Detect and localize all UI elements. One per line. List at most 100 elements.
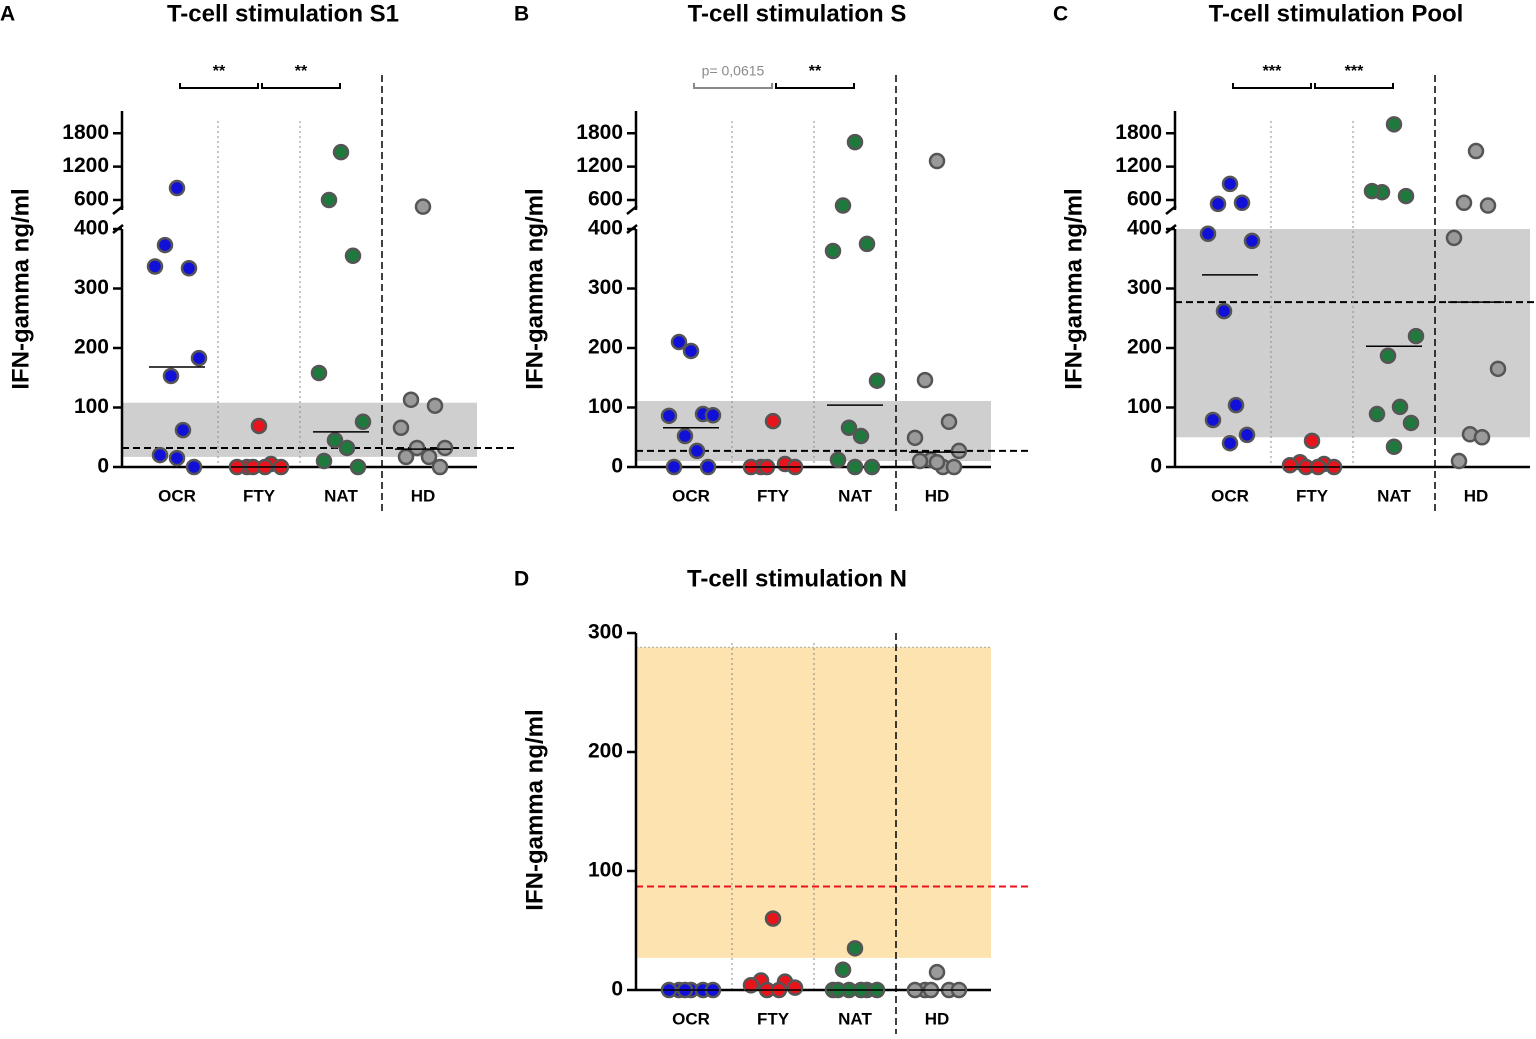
x-tick-label: FTY [757, 1009, 790, 1028]
data-point [344, 247, 362, 265]
y-tick-label: 200 [1127, 336, 1162, 359]
significance-label: *** [1345, 63, 1364, 80]
data-point [310, 364, 328, 382]
y-tick-label: 0 [97, 455, 109, 478]
data-point [846, 458, 864, 476]
y-tick-label: 600 [1127, 188, 1162, 211]
data-point [688, 442, 706, 460]
significance-label: ** [809, 63, 822, 80]
data-point [858, 235, 876, 253]
y-tick-label: 400 [74, 217, 109, 240]
data-point [414, 198, 432, 215]
y-tick-label: 400 [1127, 217, 1162, 240]
data-point [1233, 194, 1251, 212]
data-point [1385, 438, 1403, 456]
chart-title: T-cell stimulation S [688, 0, 907, 27]
significance-label: ** [295, 63, 308, 80]
axis-break [626, 205, 638, 234]
axis-break [1165, 205, 1177, 234]
data-point [354, 413, 372, 431]
chart-title: T-cell stimulation S1 [167, 0, 399, 27]
data-point [1450, 452, 1468, 470]
x-tick-label: OCR [1211, 486, 1249, 505]
significance-bracket [261, 83, 341, 89]
data-point [911, 452, 929, 470]
data-point [1445, 229, 1463, 247]
x-tick-label: FTY [1296, 486, 1329, 505]
significance-label: p= 0,0615 [702, 63, 765, 79]
data-point [863, 458, 881, 476]
data-point [916, 371, 934, 389]
axis-break [112, 205, 124, 234]
data-point [1473, 429, 1491, 446]
data-point [349, 458, 367, 476]
x-tick-label: NAT [838, 1009, 872, 1028]
y-tick-label: 0 [611, 455, 623, 478]
data-point [1221, 434, 1239, 452]
data-point [1243, 232, 1261, 250]
data-point [1227, 396, 1245, 414]
data-point [834, 961, 852, 979]
y-tick-label: 100 [588, 395, 623, 418]
data-point [338, 439, 356, 457]
data-point [1215, 302, 1233, 320]
y-tick-label: 0 [1150, 455, 1162, 478]
data-point [1467, 142, 1485, 160]
data-point [332, 143, 350, 161]
panel-letter: D [514, 568, 529, 591]
data-point [426, 397, 444, 414]
data-point [928, 453, 946, 471]
y-tick-label: 200 [588, 336, 623, 359]
y-tick-label: 300 [588, 276, 623, 299]
data-point [168, 179, 186, 197]
data-point [397, 448, 415, 466]
data-point [824, 242, 842, 260]
x-tick-label: OCR [672, 1009, 710, 1028]
data-point [1479, 197, 1497, 214]
data-point [146, 258, 164, 275]
y-tick-label: 300 [74, 276, 109, 299]
y-tick-label: 1800 [576, 121, 623, 144]
data-point [180, 260, 198, 277]
y-tick-label: 200 [74, 336, 109, 359]
data-point [1489, 360, 1507, 378]
x-tick-label: OCR [158, 486, 196, 505]
significance-bracket [775, 83, 855, 89]
x-tick-label: NAT [838, 486, 872, 505]
data-point [402, 391, 420, 409]
data-point [742, 976, 760, 994]
significance-label: *** [1263, 63, 1282, 80]
y-tick-label: 200 [588, 740, 623, 763]
data-point [840, 419, 858, 436]
y-tick-label: 300 [588, 621, 623, 644]
y-tick-label: 100 [588, 859, 623, 882]
data-point [764, 412, 782, 430]
chart-title: T-cell stimulation Pool [1209, 0, 1464, 27]
data-point [834, 197, 852, 214]
y-tick-label: 1800 [62, 121, 109, 144]
data-point [1281, 456, 1299, 474]
significance-bracket [179, 83, 259, 89]
x-tick-label: FTY [243, 486, 276, 505]
data-point [190, 349, 208, 367]
data-point [408, 439, 426, 457]
y-tick-label: 1200 [1115, 154, 1162, 177]
data-point [162, 367, 180, 385]
data-point [868, 372, 886, 389]
data-point [326, 431, 344, 449]
data-point [156, 236, 174, 254]
data-point [1455, 194, 1473, 212]
data-point [1363, 182, 1381, 200]
data-point [320, 191, 338, 209]
panel-letter: A [0, 3, 15, 26]
data-point [1209, 195, 1227, 213]
data-point [846, 940, 864, 957]
data-point [940, 413, 958, 431]
y-tick-label: 300 [1127, 276, 1162, 299]
data-point [1385, 116, 1403, 133]
data-point [1407, 327, 1425, 345]
panel-letter: B [514, 3, 529, 26]
data-point [174, 421, 192, 439]
